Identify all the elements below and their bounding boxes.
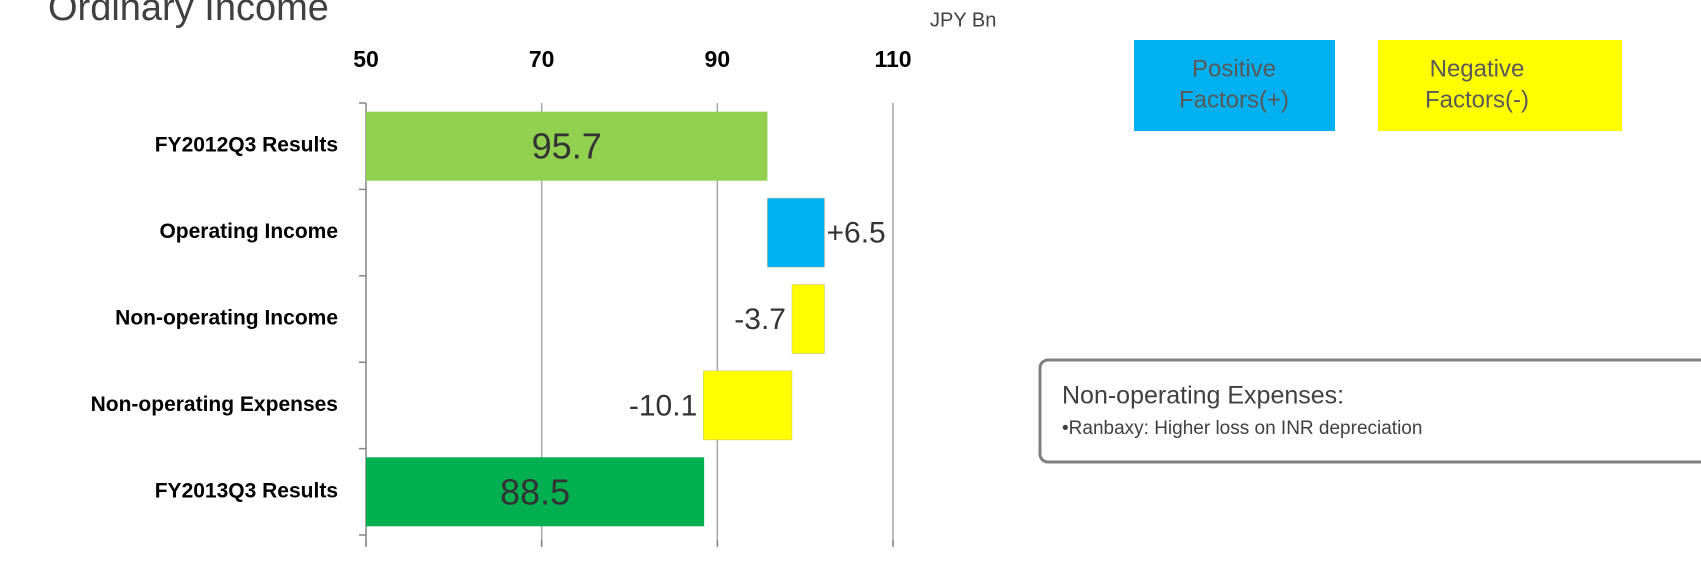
category-label: FY2012Q3 Results [155,134,338,157]
value-label: 88.5 [500,471,570,512]
legend-label: Factors(-) [1425,86,1529,113]
legend-label: Negative [1430,55,1525,82]
legend-swatch [1378,40,1622,131]
value-label: 95.7 [532,126,602,167]
x-tick-label: 110 [874,46,911,72]
category-label: FY2013Q3 Results [155,479,338,502]
bar [366,111,768,181]
bar [791,284,825,354]
bar [767,197,825,268]
category-label: Non-operating Income [115,307,338,330]
legend-swatch [1134,40,1335,131]
unit-label: JPY Bn [930,9,996,31]
value-label: +6.5 [826,217,885,250]
chart-title: Ordinary Income [48,0,329,29]
x-tick-label: 90 [705,46,731,72]
x-tick-label: 70 [529,46,555,72]
legend-label: Factors(+) [1179,86,1289,113]
value-label: -10.1 [629,389,697,422]
category-label: Non-operating Expenses [91,393,338,416]
x-tick-label: 50 [353,46,379,72]
annotation-title: Non-operating Expenses: [1062,382,1344,410]
bar [366,457,705,527]
bar [703,370,793,441]
value-label: -3.7 [734,303,786,336]
annotation-text: •Ranbaxy: Higher loss on INR depreciatio… [1062,418,1422,439]
annotation-box [1038,358,1701,464]
legend-label: Positive [1192,55,1276,82]
category-label: Operating Income [159,220,338,243]
